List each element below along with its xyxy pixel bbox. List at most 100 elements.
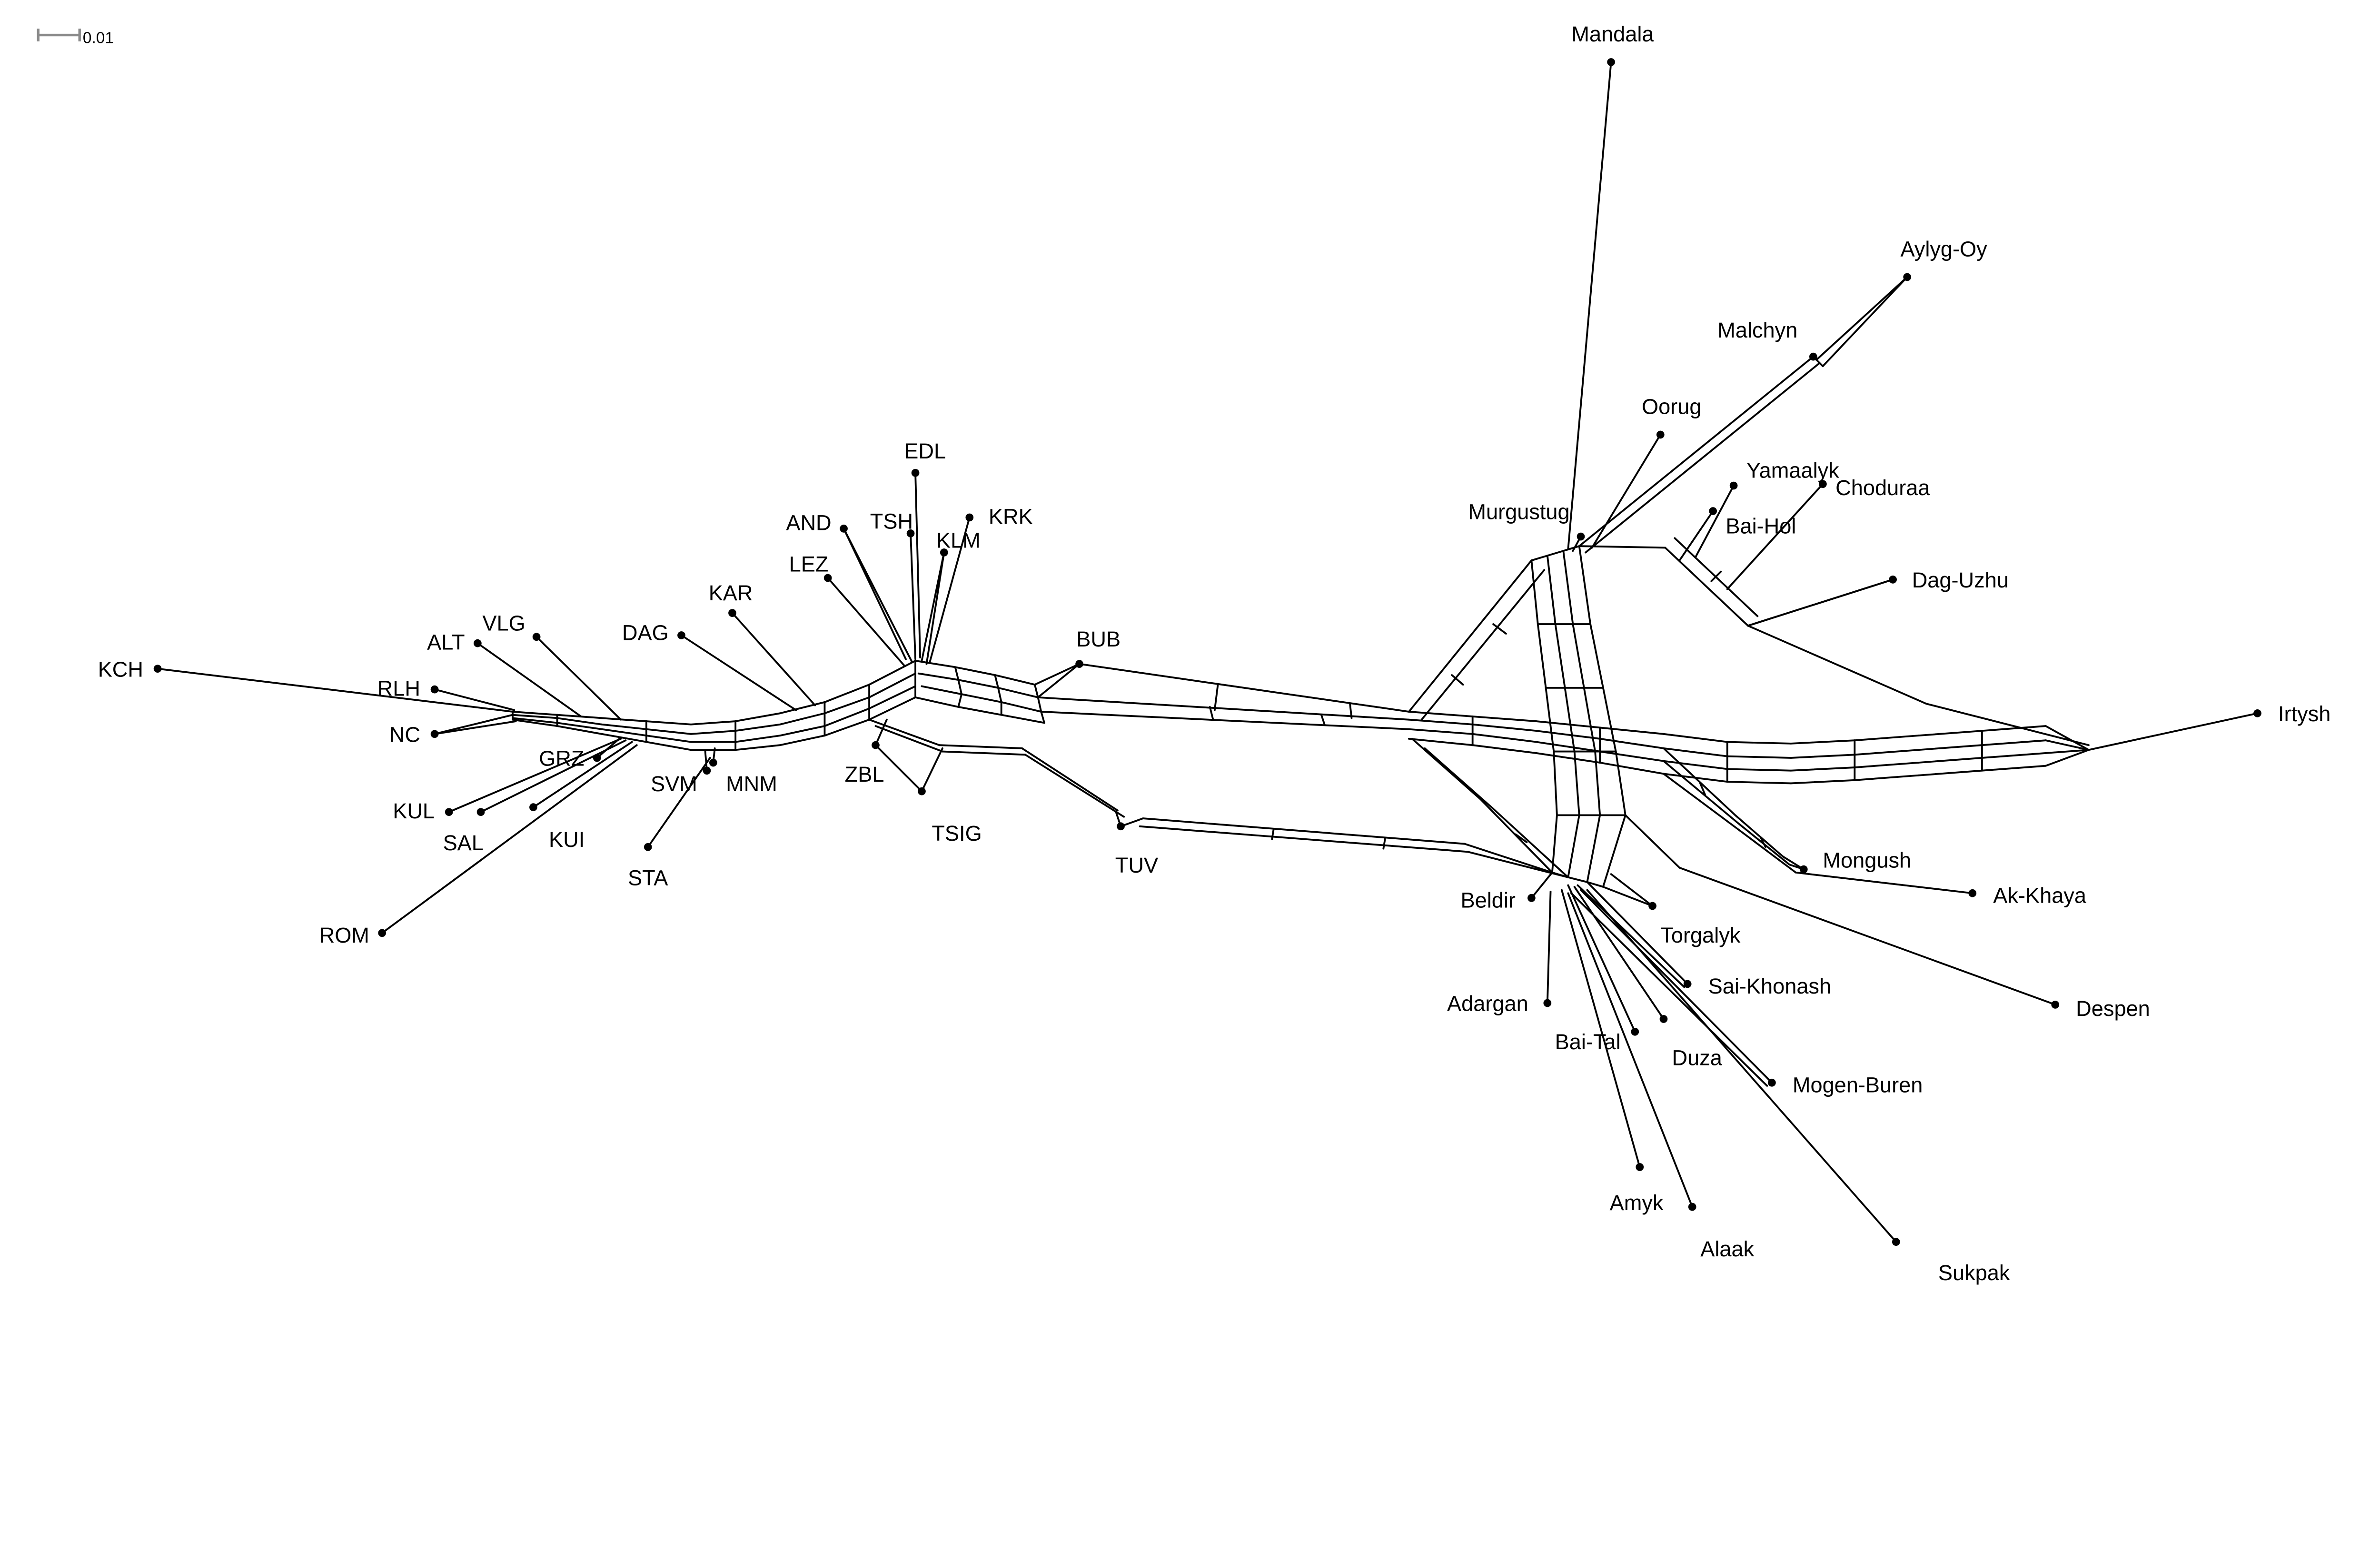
taxon-dot-aylyg-oy[interactable] bbox=[1903, 273, 1912, 281]
taxon-dot-bai-tal[interactable] bbox=[1631, 1027, 1639, 1036]
taxon-label-irtysh[interactable]: Irtysh bbox=[2278, 702, 2330, 726]
taxon-dot-oorug[interactable] bbox=[1656, 430, 1665, 439]
taxon-dot-mandala[interactable] bbox=[1607, 58, 1615, 66]
network-edge bbox=[556, 725, 603, 735]
taxon-label-nc[interactable]: NC bbox=[389, 723, 420, 747]
taxon-dot-amyk[interactable] bbox=[1636, 1163, 1644, 1171]
taxon-label-bai-tal[interactable]: Bai-Tal bbox=[1555, 1030, 1621, 1054]
taxon-dot-kui[interactable] bbox=[529, 803, 537, 812]
taxon-label-torgalyk[interactable]: Torgalyk bbox=[1660, 923, 1741, 947]
network-edge bbox=[1578, 356, 1815, 547]
taxon-label-kui[interactable]: KUI bbox=[549, 827, 585, 852]
taxon-label-kul[interactable]: KUL bbox=[393, 799, 435, 823]
taxon-dot-duza[interactable] bbox=[1659, 1015, 1668, 1023]
taxon-dot-torgalyk[interactable] bbox=[1648, 902, 1656, 910]
taxon-label-mandala[interactable]: Mandala bbox=[1571, 22, 1654, 46]
network-edge bbox=[1408, 711, 1474, 717]
taxon-dot-sai-khonash[interactable] bbox=[1683, 980, 1692, 988]
taxon-label-sta[interactable]: STA bbox=[628, 866, 668, 890]
taxon-label-duza[interactable]: Duza bbox=[1672, 1045, 1723, 1070]
taxon-dot-sta[interactable] bbox=[644, 843, 652, 851]
taxon-label-tuv[interactable]: TUV bbox=[1115, 853, 1158, 877]
taxon-dot-tuv[interactable] bbox=[1117, 822, 1125, 831]
taxon-dot-dag[interactable] bbox=[677, 631, 685, 639]
taxon-label-rlh[interactable]: RLH bbox=[377, 676, 420, 701]
taxon-label-lez[interactable]: LEZ bbox=[789, 552, 829, 577]
taxon-label-zbl[interactable]: ZBL bbox=[845, 762, 884, 786]
taxon-dot-zbl[interactable] bbox=[872, 741, 880, 749]
taxon-dot-malchyn[interactable] bbox=[1809, 352, 1817, 361]
taxon-label-sukpak[interactable]: Sukpak bbox=[1938, 1261, 2010, 1285]
taxon-dot-mogen-buren[interactable] bbox=[1768, 1078, 1776, 1087]
taxon-label-malchyn[interactable]: Malchyn bbox=[1717, 318, 1797, 342]
taxon-dot-alaak[interactable] bbox=[1688, 1203, 1696, 1211]
taxon-dot-svm[interactable] bbox=[703, 766, 711, 775]
taxon-label-despen[interactable]: Despen bbox=[2076, 996, 2150, 1021]
taxon-dot-kch[interactable] bbox=[153, 665, 162, 673]
taxon-dot-edl[interactable] bbox=[911, 468, 920, 477]
network-edge bbox=[532, 741, 633, 808]
taxon-label-kar[interactable]: KAR bbox=[709, 581, 753, 605]
taxon-dot-sukpak[interactable] bbox=[1892, 1238, 1900, 1246]
taxon-dot-alt[interactable] bbox=[473, 639, 482, 647]
taxon-label-dag[interactable]: DAG bbox=[622, 620, 669, 645]
taxon-label-kch[interactable]: KCH bbox=[98, 657, 143, 681]
taxon-label-klm[interactable]: KLM bbox=[936, 528, 981, 552]
taxon-dot-lez[interactable] bbox=[823, 574, 832, 582]
taxon-label-dag-uzhu[interactable]: Dag-Uzhu bbox=[1912, 568, 2009, 592]
taxon-dot-rom[interactable] bbox=[378, 929, 387, 937]
taxon-label-alaak[interactable]: Alaak bbox=[1700, 1237, 1754, 1261]
taxon-label-murgustug[interactable]: Murgustug bbox=[1468, 499, 1569, 524]
taxon-dot-dag-uzhu[interactable] bbox=[1889, 576, 1897, 584]
taxon-dot-irtysh[interactable] bbox=[2253, 709, 2261, 717]
taxon-label-mogen-buren[interactable]: Mogen-Buren bbox=[1793, 1073, 1923, 1097]
taxon-dot-kar[interactable] bbox=[728, 609, 736, 617]
taxon-label-vlg[interactable]: VLG bbox=[482, 611, 525, 635]
taxon-dot-beldir[interactable] bbox=[1527, 894, 1536, 902]
taxon-dot-klm[interactable] bbox=[940, 548, 948, 557]
taxon-label-svm[interactable]: SVM bbox=[651, 772, 697, 796]
taxon-label-tsig[interactable]: TSIG bbox=[932, 821, 982, 845]
taxon-label-mongush[interactable]: Mongush bbox=[1823, 848, 1911, 873]
taxon-dot-rlh[interactable] bbox=[430, 685, 439, 694]
taxon-dot-yamaalyk[interactable] bbox=[1729, 481, 1738, 490]
taxon-label-yamaalyk[interactable]: Yamaalyk bbox=[1746, 458, 1839, 482]
taxon-label-oorug[interactable]: Oorug bbox=[1642, 395, 1701, 419]
taxon-label-ak-khaya[interactable]: Ak-Khaya bbox=[1993, 883, 2087, 907]
taxon-dot-sal[interactable] bbox=[476, 808, 485, 816]
taxon-label-bai-hol[interactable]: Bai-Hol bbox=[1726, 514, 1796, 538]
taxon-label-and[interactable]: AND bbox=[786, 511, 831, 535]
taxon-label-bub[interactable]: BUB bbox=[1076, 627, 1121, 651]
taxon-dot-mnm[interactable] bbox=[709, 758, 717, 767]
taxon-label-krk[interactable]: KRK bbox=[989, 504, 1033, 528]
taxon-dot-nc[interactable] bbox=[430, 730, 439, 738]
taxon-dot-tsh[interactable] bbox=[906, 529, 915, 537]
taxon-dot-murgustug[interactable] bbox=[1577, 532, 1585, 541]
taxon-dot-krk[interactable] bbox=[965, 513, 974, 522]
taxon-dot-choduraa[interactable] bbox=[1819, 480, 1827, 488]
taxon-label-adargan[interactable]: Adargan bbox=[1447, 992, 1528, 1016]
taxon-dot-bai-hol[interactable] bbox=[1709, 507, 1717, 515]
taxon-label-choduraa[interactable]: Choduraa bbox=[1835, 476, 1930, 500]
taxon-label-grz[interactable]: GRZ bbox=[539, 746, 584, 771]
taxon-dot-bub[interactable] bbox=[1075, 660, 1083, 668]
taxon-dot-grz[interactable] bbox=[593, 754, 601, 762]
taxon-label-alt[interactable]: ALT bbox=[427, 630, 465, 655]
taxon-label-beldir[interactable]: Beldir bbox=[1461, 888, 1516, 912]
taxon-dot-tsig[interactable] bbox=[918, 787, 926, 795]
taxon-label-sai-khonash[interactable]: Sai-Khonash bbox=[1708, 974, 1831, 998]
taxon-label-tsh[interactable]: TSH bbox=[870, 509, 913, 533]
taxon-dot-despen[interactable] bbox=[2051, 1000, 2060, 1009]
taxon-label-sal[interactable]: SAL bbox=[443, 831, 484, 855]
taxon-label-mnm[interactable]: MNM bbox=[726, 772, 777, 796]
taxon-dot-vlg[interactable] bbox=[532, 633, 541, 641]
taxon-dot-ak-khaya[interactable] bbox=[1968, 889, 1977, 897]
taxon-label-rom[interactable]: ROM bbox=[319, 923, 369, 947]
taxon-dot-mongush[interactable] bbox=[1799, 865, 1808, 874]
taxon-dot-and[interactable] bbox=[840, 525, 848, 533]
taxon-dot-adargan[interactable] bbox=[1543, 999, 1552, 1007]
taxon-label-amyk[interactable]: Amyk bbox=[1610, 1191, 1664, 1215]
taxon-dot-kul[interactable] bbox=[445, 808, 453, 816]
taxon-label-aylyg-oy[interactable]: Aylyg-Oy bbox=[1900, 237, 1987, 261]
taxon-label-edl[interactable]: EDL bbox=[904, 439, 946, 463]
